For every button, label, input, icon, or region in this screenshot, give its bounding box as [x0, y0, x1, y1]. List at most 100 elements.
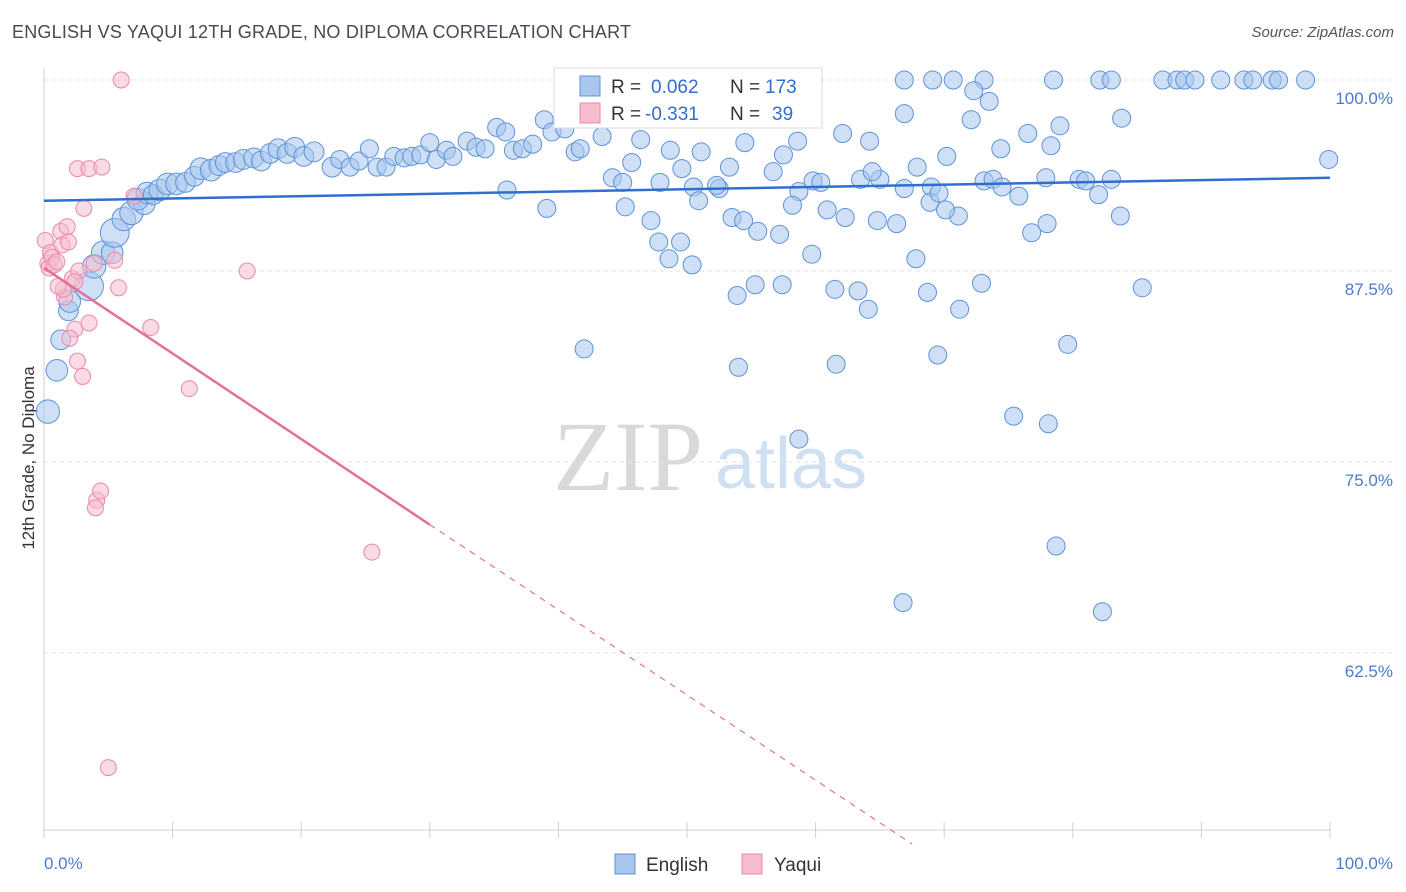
english-point	[745, 275, 765, 295]
yaqui-trend-line	[43, 266, 431, 526]
english-point	[1009, 186, 1029, 206]
stats-yaqui-n-label: N =	[730, 104, 760, 125]
english-point	[979, 91, 999, 111]
english-point	[475, 139, 495, 159]
yaqui-point	[363, 543, 381, 561]
stats-yaqui-r: -0.331	[645, 104, 699, 125]
english-point	[671, 232, 691, 252]
english-point	[727, 285, 747, 305]
english-point	[935, 200, 955, 220]
stats-box: R = 0.062 N = 173 R = -0.331 N = 39	[553, 67, 823, 129]
english-point	[443, 146, 463, 166]
english-point	[893, 593, 913, 613]
english-point	[672, 159, 692, 179]
english-point	[1092, 602, 1112, 622]
english-point	[817, 200, 837, 220]
english-point	[622, 153, 642, 173]
english-point	[734, 211, 754, 231]
english-point	[659, 249, 679, 269]
english-point	[649, 232, 669, 252]
x-tick-label-min: 0.0%	[44, 854, 83, 873]
english-point	[496, 122, 516, 142]
y-tick-label: 100.0%	[1335, 89, 1393, 108]
english-point	[349, 151, 369, 171]
english-point	[682, 255, 702, 275]
english-point	[748, 221, 768, 241]
yaqui-point	[58, 218, 76, 236]
english-point	[570, 139, 590, 159]
yaqui-point	[93, 158, 111, 176]
english-point	[707, 175, 727, 195]
english-point	[862, 162, 882, 182]
legend-english-label[interactable]: English	[646, 855, 708, 876]
english-point	[906, 249, 926, 269]
yaqui-point	[61, 329, 79, 347]
english-point	[825, 279, 845, 299]
english-point	[359, 139, 379, 159]
english-point	[1269, 70, 1289, 90]
source-label: Source: ZipAtlas.com	[1251, 24, 1394, 41]
x-tick-label-max: 100.0%	[1335, 854, 1393, 873]
stats-yaqui-r-label: R =	[611, 104, 641, 125]
english-point	[991, 139, 1011, 159]
stats-english-n-label: N =	[730, 77, 760, 98]
legend-english-swatch[interactable]	[614, 853, 636, 875]
english-point	[650, 172, 670, 192]
english-point	[1037, 214, 1057, 234]
legend-yaqui-label[interactable]: Yaqui	[774, 855, 821, 876]
yaqui-point	[112, 71, 130, 89]
english-point	[848, 281, 868, 301]
english-point	[772, 275, 792, 295]
english-point	[1132, 278, 1152, 298]
english-point	[867, 211, 887, 231]
english-point	[1243, 70, 1263, 90]
english-point	[961, 110, 981, 130]
english-point	[1046, 536, 1066, 556]
english-point	[971, 273, 991, 293]
yaqui-points	[36, 71, 381, 777]
english-point	[928, 345, 948, 365]
english-point	[923, 70, 943, 90]
english-point	[613, 172, 633, 192]
english-point	[1004, 406, 1024, 426]
stats-english-n: 173	[765, 77, 797, 98]
stats-english-r-label: R =	[611, 77, 641, 98]
x-ticks	[43, 822, 1331, 838]
legend-yaqui-swatch[interactable]	[741, 853, 763, 875]
yaqui-point	[106, 251, 124, 269]
yaqui-point	[86, 499, 104, 517]
english-point	[631, 130, 651, 150]
english-point	[773, 145, 793, 165]
english-point	[1319, 149, 1339, 169]
yaqui-point	[48, 253, 66, 271]
english-point	[1211, 70, 1231, 90]
english-point	[537, 198, 557, 218]
english-trend-line	[43, 176, 1331, 202]
yaqui-point	[74, 367, 92, 385]
english-point	[826, 354, 846, 374]
chart-title: ENGLISH VS YAQUI 12TH GRADE, NO DIPLOMA …	[12, 22, 632, 42]
english-point	[1089, 185, 1109, 205]
yaqui-point	[99, 759, 117, 777]
english-point	[691, 142, 711, 162]
english-point	[894, 70, 914, 90]
english-point	[943, 70, 963, 90]
english-point	[1296, 70, 1316, 90]
english-point	[1022, 223, 1042, 243]
english-point	[833, 123, 853, 143]
english-point	[615, 197, 635, 217]
yaqui-point	[85, 254, 103, 272]
yaqui-point	[80, 314, 98, 332]
english-point	[788, 131, 808, 151]
trend-lines	[43, 176, 1331, 845]
stats-yaqui-swatch	[579, 102, 601, 124]
english-point	[523, 134, 543, 154]
english-point	[964, 81, 984, 101]
yaqui-point	[180, 380, 198, 398]
english-point	[574, 339, 594, 359]
y-tick-label: 62.5%	[1345, 662, 1393, 681]
english-point	[1110, 206, 1130, 226]
stats-english-r: 0.062	[651, 77, 699, 98]
english-point	[689, 191, 709, 211]
